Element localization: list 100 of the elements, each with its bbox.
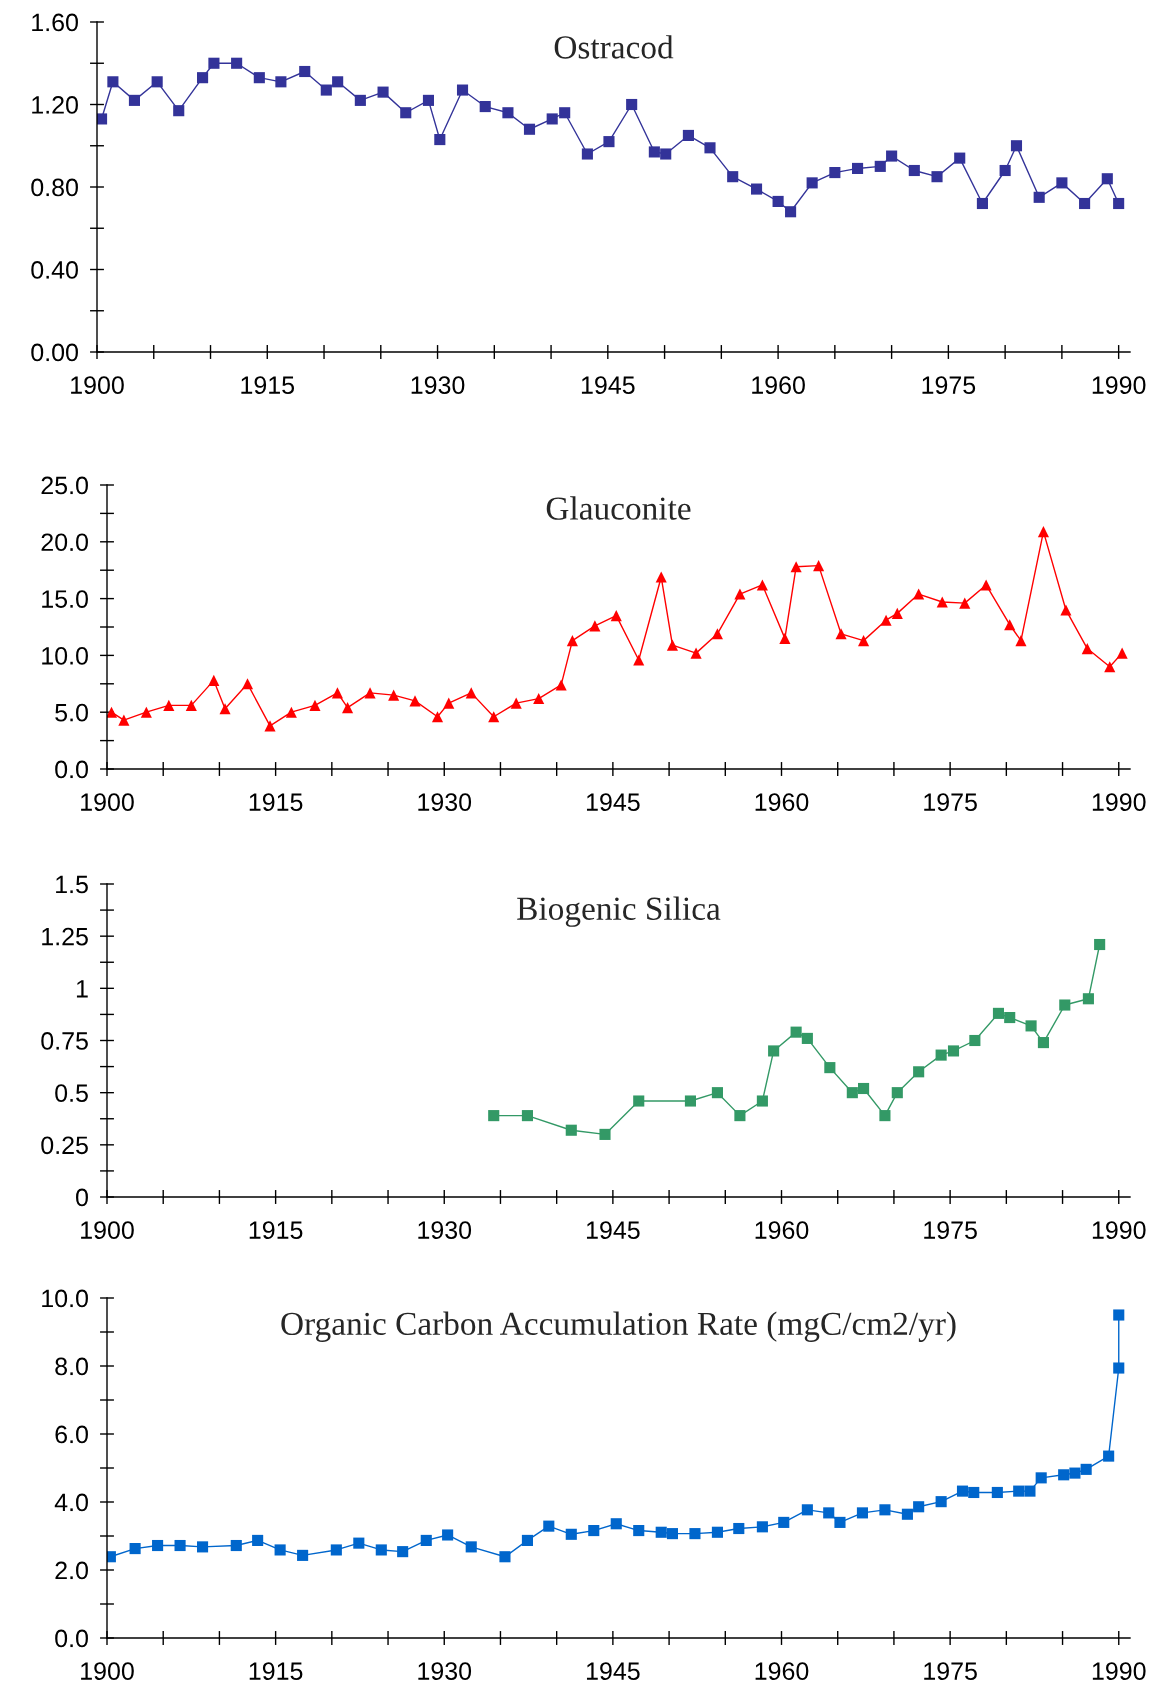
point: [264, 720, 276, 732]
x-tick-label: 1945: [586, 1662, 640, 1680]
point: [954, 152, 966, 164]
point: [779, 632, 791, 644]
point: [465, 1541, 477, 1553]
point: [1113, 197, 1125, 210]
x-tick-label: 1975: [922, 376, 976, 394]
point: [400, 107, 412, 119]
point: [956, 1485, 969, 1497]
point: [388, 689, 400, 701]
point: [750, 183, 763, 195]
x-tick-label: 1990: [1092, 376, 1146, 394]
point: [521, 1534, 533, 1546]
point: [999, 164, 1011, 177]
x-tick-label: 1900: [71, 376, 124, 394]
point: [479, 101, 491, 113]
point: [834, 1516, 846, 1528]
y-tick-label: 1: [76, 980, 88, 998]
point: [772, 195, 784, 207]
point: [118, 714, 130, 726]
point: [128, 94, 141, 106]
point: [499, 1551, 511, 1563]
point: [610, 1518, 622, 1530]
point: [959, 597, 971, 609]
y-tick-label: 10.0: [42, 1289, 88, 1308]
point: [230, 1539, 242, 1552]
y-tick-label: 0.0: [55, 760, 88, 779]
point: [588, 1525, 600, 1537]
point: [824, 1062, 836, 1074]
point: [1079, 197, 1091, 210]
point: [858, 635, 870, 647]
point: [375, 1544, 387, 1556]
point: [633, 1525, 645, 1537]
point: [231, 57, 243, 69]
point: [734, 1110, 746, 1122]
point: [1033, 191, 1045, 203]
y-tick-label: 0.5: [55, 1084, 88, 1102]
point: [756, 579, 768, 591]
y-tick-label: 15.0: [42, 590, 88, 608]
point: [488, 1110, 500, 1122]
point: [633, 1095, 645, 1107]
point: [1094, 938, 1106, 951]
point: [174, 1539, 186, 1552]
point: [603, 136, 615, 148]
point: [533, 693, 545, 705]
x-tick-label: 1930: [418, 1221, 472, 1239]
y-tick-label: 1.20: [32, 96, 78, 114]
y-tick-label: 8.0: [55, 1357, 88, 1376]
point: [704, 142, 716, 154]
point: [1037, 526, 1049, 538]
point: [1010, 140, 1023, 152]
point: [1113, 1362, 1125, 1374]
x-tick-label: 1990: [1092, 793, 1146, 811]
x-tick-label: 1975: [924, 1221, 977, 1239]
point: [727, 171, 739, 183]
point: [856, 1507, 868, 1519]
point: [208, 57, 220, 69]
point: [331, 687, 344, 699]
point: [140, 706, 152, 718]
chart-title: Organic Carbon Accumulation Rate (mgC/cm2/yr): [281, 1311, 956, 1342]
y-tick-label: 6.0: [55, 1425, 88, 1444]
point: [253, 72, 265, 84]
point: [1116, 647, 1128, 659]
point: [711, 1526, 723, 1538]
point: [790, 561, 802, 573]
point: [1004, 1011, 1016, 1024]
point: [422, 94, 435, 106]
point: [581, 148, 593, 160]
point: [666, 639, 679, 651]
point: [734, 588, 746, 600]
point: [252, 1534, 264, 1546]
point: [185, 699, 197, 711]
point: [756, 1521, 768, 1533]
point: [565, 1124, 577, 1136]
point: [901, 1508, 913, 1520]
point: [434, 134, 446, 146]
point: [559, 107, 571, 119]
point: [846, 1087, 858, 1099]
point: [1080, 1463, 1092, 1475]
x-tick-label: 1915: [241, 376, 295, 394]
point: [660, 148, 672, 160]
point: [565, 1528, 577, 1540]
point: [275, 76, 287, 88]
y-tick-label: 0.80: [31, 178, 78, 197]
point: [197, 1541, 209, 1553]
y-tick-label: 10.0: [42, 647, 88, 665]
x-tick-label: 1930: [418, 1662, 472, 1680]
point: [107, 76, 119, 88]
x-tick-label: 1960: [755, 1662, 809, 1680]
point: [935, 1496, 947, 1508]
point: [456, 84, 469, 96]
point: [107, 706, 118, 718]
point: [510, 697, 522, 709]
y-tick-label: 5.0: [55, 703, 88, 722]
point: [689, 1528, 701, 1540]
point: [768, 1045, 780, 1057]
point: [1035, 1472, 1047, 1484]
point: [523, 123, 536, 135]
y-tick-label: 1.5: [56, 875, 88, 894]
point: [813, 560, 825, 572]
